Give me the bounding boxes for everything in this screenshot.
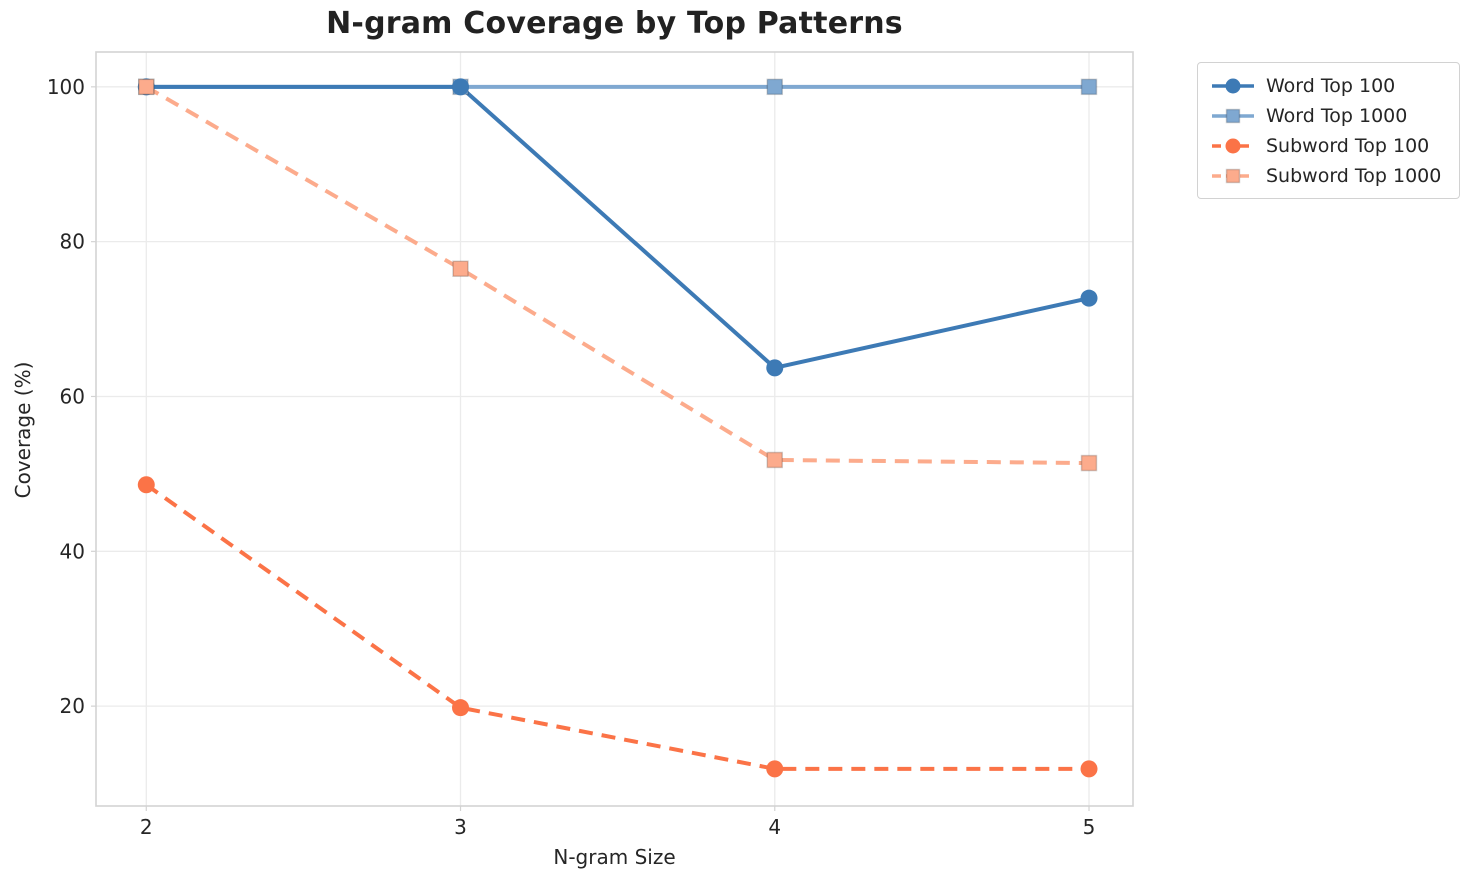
legend-marker-circle [1225, 138, 1241, 154]
legend-entry-subword-top-100: Subword Top 100 [1210, 133, 1447, 159]
series-line-subword-top-1000 [145, 85, 1090, 466]
legend-swatch-subword-top-100 [1212, 138, 1254, 154]
legend-label: Word Top 100 [1266, 75, 1396, 97]
series-line-subword-top-100 [145, 483, 1090, 771]
y-tick-label: 80 [60, 230, 85, 254]
series-line-word-top-100 [146, 84, 1090, 370]
y-tick-label: 60 [60, 384, 85, 408]
marker-subword-top-1000 [452, 260, 469, 278]
x-axis-label: N-gram Size [553, 845, 676, 869]
y-tick-label: 100 [47, 75, 85, 99]
marker-word-top-1000 [1080, 78, 1098, 96]
marker-subword-top-1000 [766, 451, 784, 469]
marker-subword-top-100 [452, 699, 470, 717]
y-tick-label: 20 [60, 694, 85, 718]
y-axis-label: Coverage (%) [11, 361, 35, 499]
x-tick-label: 5 [1083, 815, 1096, 839]
marker-word-top-100 [452, 78, 470, 96]
legend-swatch-word-top-1000 [1212, 108, 1254, 124]
legend-label: Subword Top 100 [1266, 135, 1430, 157]
marker-subword-top-100 [1080, 760, 1098, 778]
legend-marker-square [1225, 108, 1241, 124]
plot-border [95, 51, 1134, 807]
chart-title: N-gram Coverage by Top Patterns [326, 6, 903, 41]
x-tick-label: 3 [454, 815, 467, 839]
legend-marker-square [1225, 168, 1241, 184]
legend-entry-word-top-1000: Word Top 1000 [1210, 103, 1447, 129]
x-tick-label: 2 [140, 815, 153, 839]
marker-word-top-100 [766, 359, 784, 377]
marker-subword-top-100 [766, 760, 784, 778]
marker-word-top-1000 [766, 78, 784, 96]
marker-subword-top-100 [137, 476, 155, 494]
y-tick-label: 40 [60, 539, 85, 563]
legend-swatch-word-top-100 [1212, 78, 1254, 94]
legend-entry-subword-top-1000: Subword Top 1000 [1210, 163, 1447, 189]
legend: Word Top 100 Word Top 1000 Subword Top 1… [1197, 62, 1460, 199]
legend-marker-circle [1225, 78, 1241, 94]
legend-label: Subword Top 1000 [1266, 165, 1442, 187]
legend-entry-word-top-100: Word Top 100 [1210, 73, 1447, 99]
marker-subword-top-1000 [1080, 454, 1098, 472]
x-tick-label: 4 [768, 815, 781, 839]
marker-word-top-100 [1080, 289, 1098, 307]
legend-label: Word Top 1000 [1266, 105, 1408, 127]
marker-subword-top-1000 [138, 78, 155, 96]
legend-swatch-subword-top-1000 [1212, 168, 1254, 184]
